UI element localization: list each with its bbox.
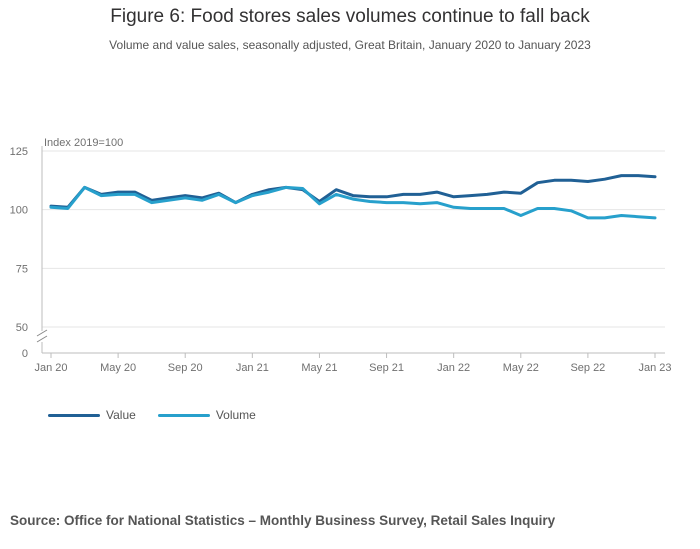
x-tick-label: Jan 21 (236, 362, 269, 374)
y-tick-label: 125 (10, 146, 28, 158)
x-tick-label: Jan 22 (437, 362, 470, 374)
y-axis-label: Index 2019=100 (44, 137, 123, 149)
y-tick-label: 100 (10, 205, 28, 217)
y-tick-label: 0 (22, 348, 28, 360)
axis-break-mark (36, 335, 48, 343)
y-tick-label: 50 (16, 322, 28, 334)
x-tick-label: Sep 20 (168, 362, 203, 374)
x-tick-label: May 21 (301, 362, 337, 374)
x-tick-label: Jan 20 (34, 362, 67, 374)
x-tick-label: Sep 22 (570, 362, 605, 374)
source-note: Source: Office for National Statistics –… (10, 513, 556, 528)
chart-subtitle: Volume and value sales, seasonally adjus… (109, 38, 591, 52)
x-tick-label: May 22 (503, 362, 539, 374)
legend-swatch-volume (157, 413, 210, 417)
legend-label-volume: Volume (215, 408, 256, 422)
axis-break-mark (36, 329, 48, 337)
legend-label-value: Value (106, 408, 136, 422)
series-line-value (49, 174, 657, 209)
legend: Value Volume (48, 408, 256, 422)
chart-title: Figure 6: Food stores sales volumes cont… (110, 6, 590, 27)
y-tick-label: 75 (16, 263, 28, 275)
legend-swatch-value (48, 413, 100, 417)
x-tick-label: May 20 (100, 362, 136, 374)
x-tick-label: Sep 21 (369, 362, 404, 374)
legend-item-value: Value (48, 408, 136, 422)
legend-item-volume: Volume (157, 408, 256, 422)
x-tick-label: Jan 23 (638, 362, 671, 374)
series-line-volume (49, 185, 657, 220)
